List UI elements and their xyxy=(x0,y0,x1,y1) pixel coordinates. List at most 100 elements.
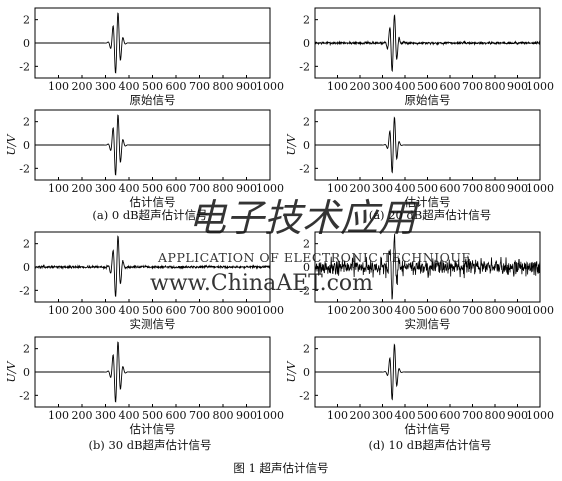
y-tick-label: 2 xyxy=(23,238,30,251)
x-tick-label: 100 xyxy=(327,409,348,422)
x-tick-label: 800 xyxy=(213,182,234,195)
x-tick-label: 900 xyxy=(236,182,257,195)
x-tick-label: 400 xyxy=(395,80,416,93)
x-tick-label: 400 xyxy=(119,80,140,93)
x-tick-label: 900 xyxy=(236,409,257,422)
y-tick-label: -2 xyxy=(299,162,310,175)
y-axis-label: U/V xyxy=(285,360,298,382)
x-tick-label: 500 xyxy=(142,304,163,317)
signal-line xyxy=(35,115,270,175)
x-tick-label: 900 xyxy=(236,304,257,317)
y-tick-label: 0 xyxy=(23,366,30,379)
x-tick-label: 1000 xyxy=(256,304,284,317)
x-tick-label: 200 xyxy=(350,80,371,93)
y-tick-label: -2 xyxy=(19,389,30,402)
y-tick-label: -2 xyxy=(299,60,310,73)
y-tick-label: 0 xyxy=(303,37,310,50)
panel-caption: 实测信号 xyxy=(130,317,176,331)
x-tick-label: 600 xyxy=(166,182,187,195)
y-tick-label: -2 xyxy=(19,60,30,73)
x-tick-label: 900 xyxy=(507,304,528,317)
x-tick-label: 400 xyxy=(119,409,140,422)
y-tick-label: 2 xyxy=(303,14,310,27)
panel-caption: 估计信号 xyxy=(405,422,451,436)
x-tick-label: 100 xyxy=(48,304,69,317)
y-tick-label: 2 xyxy=(303,343,310,356)
watermark-logo-text: 电子技术应用 xyxy=(188,196,420,240)
chart-panel-p1: 100 200 300 400 500 600 700 800 900 1000 2 0 -2 原始信号 xyxy=(19,8,284,107)
x-tick-label: 300 xyxy=(95,182,116,195)
x-tick-label: 800 xyxy=(485,304,506,317)
x-tick-label: 200 xyxy=(350,304,371,317)
x-tick-label: 1000 xyxy=(256,409,284,422)
watermark-line2: www.ChinaAET.com xyxy=(150,271,373,296)
x-tick-label: 200 xyxy=(72,182,93,195)
chart-panel-p3: 100 200 300 400 500 600 700 800 900 1000 2 0 -2U/V 估计… xyxy=(5,110,284,209)
x-tick-label: 500 xyxy=(417,304,438,317)
x-tick-label: 800 xyxy=(485,409,506,422)
y-tick-label: 0 xyxy=(303,366,310,379)
signal-line xyxy=(315,15,540,70)
x-tick-label: 100 xyxy=(48,409,69,422)
y-tick-label: 0 xyxy=(23,139,30,152)
x-tick-label: 900 xyxy=(507,409,528,422)
subfigure-caption-d: (d) 10 dB超声估计信号 xyxy=(368,438,491,452)
x-tick-label: 300 xyxy=(372,80,393,93)
x-tick-label: 1000 xyxy=(526,80,554,93)
x-tick-label: 900 xyxy=(507,80,528,93)
x-tick-label: 100 xyxy=(48,182,69,195)
x-tick-label: 700 xyxy=(462,80,483,93)
x-tick-label: 900 xyxy=(236,80,257,93)
x-tick-label: 200 xyxy=(72,304,93,317)
signal-line xyxy=(315,345,540,400)
x-tick-label: 400 xyxy=(395,182,416,195)
x-tick-label: 1000 xyxy=(526,409,554,422)
x-tick-label: 200 xyxy=(350,409,371,422)
x-tick-label: 1000 xyxy=(256,80,284,93)
x-tick-label: 500 xyxy=(417,80,438,93)
x-tick-label: 600 xyxy=(440,182,461,195)
x-tick-label: 500 xyxy=(417,182,438,195)
x-tick-label: 300 xyxy=(95,304,116,317)
x-tick-label: 1000 xyxy=(526,304,554,317)
watermark-line1: APPLICATION OF ELECTRONIC TECHNIQUE xyxy=(157,250,471,265)
x-tick-label: 400 xyxy=(119,182,140,195)
panel-caption: 估计信号 xyxy=(130,195,176,209)
x-tick-label: 700 xyxy=(189,80,210,93)
signal-line xyxy=(35,342,270,402)
x-tick-label: 300 xyxy=(95,80,116,93)
panel-caption: 估计信号 xyxy=(130,422,176,436)
x-tick-label: 100 xyxy=(48,80,69,93)
x-tick-label: 700 xyxy=(189,409,210,422)
y-tick-label: 2 xyxy=(23,116,30,129)
x-tick-label: 800 xyxy=(213,304,234,317)
chart-panel-p7: 100 200 300 400 500 600 700 800 900 1000 2 0 -2U/V 估计… xyxy=(5,337,284,436)
x-tick-label: 700 xyxy=(462,304,483,317)
x-tick-label: 400 xyxy=(395,304,416,317)
x-tick-label: 100 xyxy=(327,182,348,195)
y-axis-label: U/V xyxy=(5,133,18,155)
y-tick-label: 2 xyxy=(23,14,30,27)
x-tick-label: 500 xyxy=(142,182,163,195)
x-tick-label: 300 xyxy=(372,182,393,195)
figure-caption: 图 1 超声估计信号 xyxy=(233,461,328,475)
x-tick-label: 600 xyxy=(440,409,461,422)
x-tick-label: 500 xyxy=(142,409,163,422)
y-tick-label: 0 xyxy=(23,37,30,50)
x-tick-label: 600 xyxy=(166,80,187,93)
x-tick-label: 300 xyxy=(372,304,393,317)
x-tick-label: 200 xyxy=(72,80,93,93)
x-tick-label: 800 xyxy=(485,80,506,93)
y-tick-label: -2 xyxy=(19,284,30,297)
x-tick-label: 300 xyxy=(372,409,393,422)
y-tick-label: -2 xyxy=(299,389,310,402)
x-tick-label: 700 xyxy=(189,304,210,317)
y-tick-label: 0 xyxy=(303,139,310,152)
x-tick-label: 800 xyxy=(213,409,234,422)
x-tick-label: 700 xyxy=(189,182,210,195)
subfigure-caption-b: (b) 30 dB超声估计信号 xyxy=(88,438,211,452)
x-tick-label: 800 xyxy=(213,80,234,93)
x-tick-label: 700 xyxy=(462,182,483,195)
x-tick-label: 300 xyxy=(95,409,116,422)
